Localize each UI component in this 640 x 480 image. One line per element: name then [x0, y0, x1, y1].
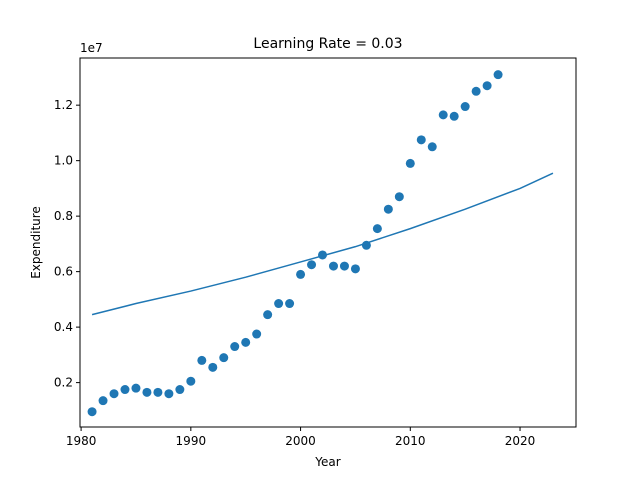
fit-line [91, 172, 554, 316]
data-point [87, 407, 97, 417]
x-tick-label: 1990 [176, 434, 207, 448]
data-point [153, 387, 163, 397]
y-tick-label: 0.4 [54, 320, 73, 334]
x-axis-label: Year [314, 455, 340, 469]
data-point [482, 81, 492, 91]
x-tick-label: 2010 [395, 434, 426, 448]
data-point [493, 70, 503, 80]
data-point [427, 142, 437, 152]
data-point [383, 204, 393, 214]
chart-title: Learning Rate = 0.03 [253, 36, 402, 52]
x-axis-ticks: 1980 1990 2000 2010 2020 [66, 427, 535, 448]
plot-frame [79, 57, 577, 428]
data-point [142, 387, 152, 397]
data-point [449, 111, 459, 121]
data-point [208, 362, 218, 372]
data-point [109, 389, 119, 399]
data-point [339, 261, 349, 271]
data-point [285, 299, 295, 309]
y-axis-label: Expenditure [29, 206, 43, 279]
data-point [307, 260, 317, 270]
data-point [350, 264, 360, 274]
x-tick-label: 1980 [66, 434, 97, 448]
y-tick-label: 0.8 [54, 209, 73, 223]
data-point [471, 86, 481, 96]
data-point [131, 383, 141, 393]
data-point [263, 310, 273, 320]
data-point [318, 250, 328, 260]
y-tick-label: 0.2 [54, 376, 73, 390]
data-point [186, 376, 196, 386]
y-tick-label: 1.2 [54, 98, 73, 112]
data-point [252, 329, 262, 339]
data-point [394, 192, 404, 202]
plot-marks [87, 70, 554, 417]
data-point [274, 299, 284, 309]
data-point [438, 110, 448, 120]
data-point [98, 396, 108, 406]
y-axis-ticks: 0.2 0.4 0.6 0.8 1.0 1.2 [54, 98, 80, 390]
data-point [197, 355, 207, 365]
data-point [328, 261, 338, 271]
data-point [460, 102, 470, 112]
data-point [405, 158, 415, 168]
data-point [241, 337, 251, 347]
y-tick-label: 1.0 [54, 154, 73, 168]
data-point [164, 389, 174, 399]
data-point [120, 385, 130, 395]
y-tick-label: 0.6 [54, 265, 73, 279]
data-point [230, 342, 240, 352]
x-tick-label: 2000 [285, 434, 316, 448]
x-tick-label: 2020 [505, 434, 536, 448]
data-point [372, 224, 382, 234]
data-point [219, 353, 229, 363]
y-axis-offset-label: 1e7 [80, 41, 103, 55]
data-point [175, 385, 185, 395]
data-point [296, 269, 306, 279]
data-point [416, 135, 426, 145]
data-point [361, 240, 371, 250]
